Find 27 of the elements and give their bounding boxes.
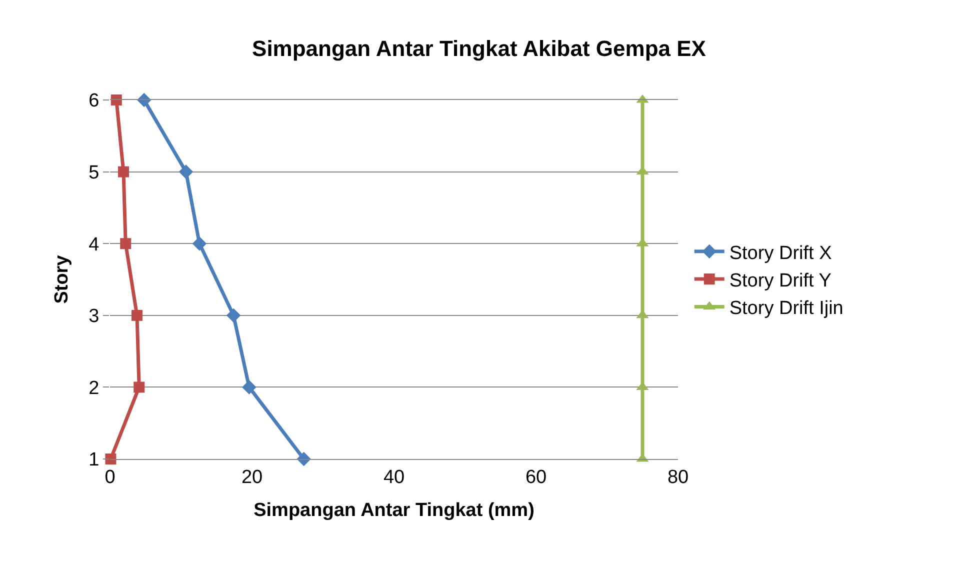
point [105,454,116,464]
y-tick-label: 3 [88,306,100,328]
x-tick-label: 80 [667,466,689,488]
y-tick-label: 5 [88,162,100,184]
x-axis-title: Simpangan Antar Tingkat (mm) [254,500,534,521]
point [110,94,122,106]
y-tick-label: 1 [88,450,100,471]
point [134,382,145,393]
legend-label: Story Drift Ijin [729,298,844,320]
y-tick-label: 6 [88,90,100,112]
y-axis-title: Story [51,254,72,304]
y-tick-label: 2 [88,378,100,399]
point [178,164,194,179]
legend-label: Story Drift X [729,242,832,264]
x-tick-label: 0 [104,466,116,488]
x-tick-label: 40 [383,466,405,488]
chart-title: Simpangan Antar Tingkat Akibat Gempa EX [252,36,706,61]
legend-label: Story Drift Y [729,270,832,292]
x-tick-label: 60 [525,466,547,488]
point [131,310,142,321]
point [242,380,256,394]
point [118,166,129,178]
y-tick-label: 4 [88,234,100,256]
x-tick-label: 20 [241,466,263,488]
point [226,308,241,323]
point [120,238,132,250]
point [192,236,207,251]
